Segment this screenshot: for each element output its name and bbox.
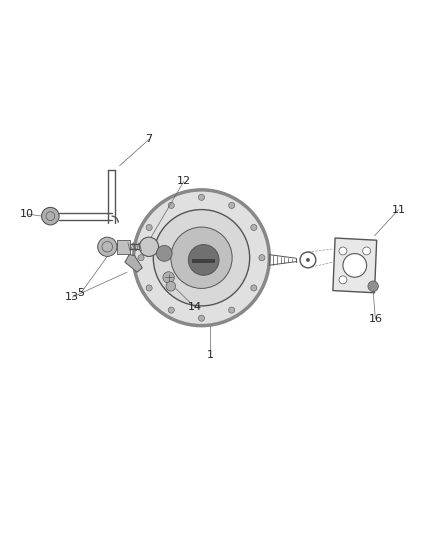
Circle shape xyxy=(156,246,172,261)
Circle shape xyxy=(229,307,235,313)
Text: 14: 14 xyxy=(188,302,202,312)
Circle shape xyxy=(229,203,235,208)
Text: 12: 12 xyxy=(177,176,191,186)
Text: 13: 13 xyxy=(65,292,79,302)
Circle shape xyxy=(171,227,232,288)
Circle shape xyxy=(139,237,159,256)
Circle shape xyxy=(166,281,176,291)
FancyBboxPatch shape xyxy=(117,240,130,254)
Circle shape xyxy=(134,190,269,326)
Circle shape xyxy=(163,272,174,283)
Circle shape xyxy=(339,276,347,284)
Circle shape xyxy=(188,245,219,275)
Circle shape xyxy=(146,285,152,291)
Text: 11: 11 xyxy=(392,205,406,215)
Circle shape xyxy=(146,224,152,231)
Circle shape xyxy=(251,285,257,291)
Circle shape xyxy=(42,207,59,225)
Polygon shape xyxy=(125,255,142,272)
Text: 5: 5 xyxy=(78,288,85,298)
Circle shape xyxy=(251,224,257,231)
Circle shape xyxy=(343,254,367,277)
Circle shape xyxy=(339,247,347,255)
Circle shape xyxy=(259,255,265,261)
Circle shape xyxy=(198,194,205,200)
Circle shape xyxy=(363,247,371,255)
Circle shape xyxy=(153,209,250,306)
Text: 16: 16 xyxy=(368,314,382,324)
Polygon shape xyxy=(333,238,377,293)
Circle shape xyxy=(98,237,117,256)
Circle shape xyxy=(168,307,174,313)
Circle shape xyxy=(138,255,144,261)
Circle shape xyxy=(368,281,378,292)
Text: 7: 7 xyxy=(145,134,152,144)
Text: 1: 1 xyxy=(207,350,214,360)
Circle shape xyxy=(168,203,174,208)
Circle shape xyxy=(306,258,310,262)
Circle shape xyxy=(198,315,205,321)
Text: 10: 10 xyxy=(20,209,34,219)
FancyBboxPatch shape xyxy=(192,259,215,263)
